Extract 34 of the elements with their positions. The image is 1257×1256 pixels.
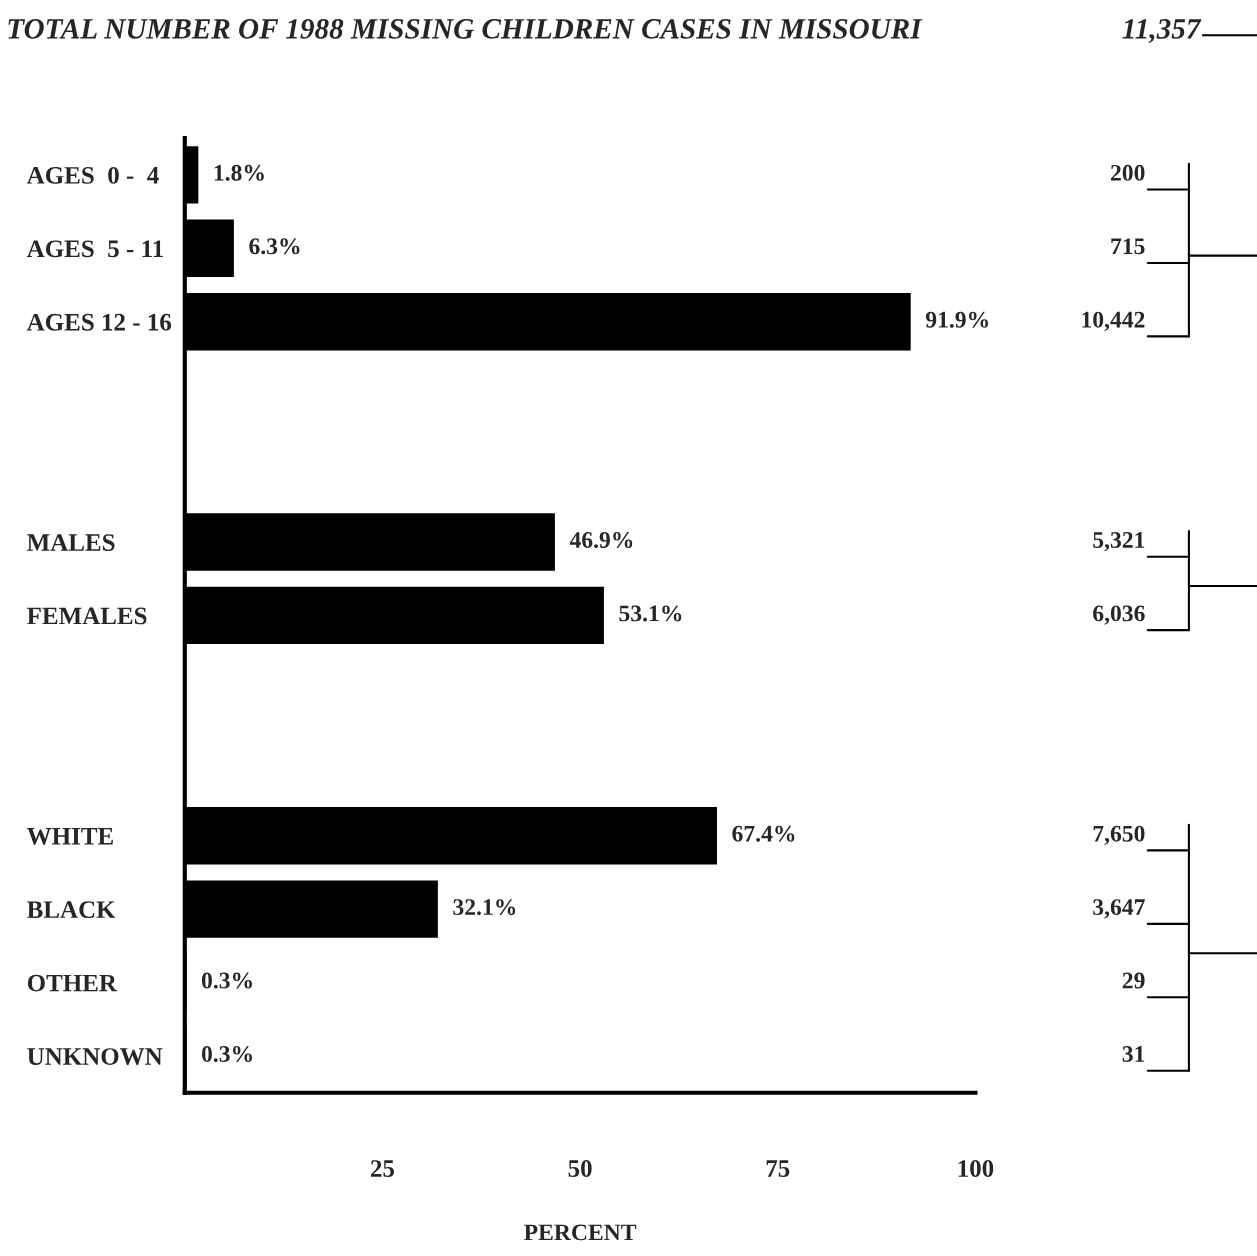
data-label: 46.9% — [569, 531, 633, 549]
data-label: 6.3% — [249, 238, 300, 255]
data-label: 32.1% — [453, 899, 516, 916]
y-tick-label: WHITE — [27, 828, 113, 845]
x-tick-label: 50 — [568, 1160, 592, 1177]
text: 3,647 — [1093, 899, 1145, 919]
data-label: 53.1% — [619, 605, 682, 622]
x-tick-label: 100 — [958, 1160, 994, 1177]
data-label: 0.3% — [201, 972, 252, 989]
y-tick-label: AGES 0 - 4 — [26, 166, 159, 184]
text: 31 — [1122, 1046, 1145, 1062]
text: 715 — [1111, 238, 1145, 255]
text: 29 — [1122, 972, 1145, 989]
y-tick-label: BLACK — [27, 901, 116, 919]
text: 7,650 — [1093, 825, 1145, 846]
y-tick-label: FEMALES — [27, 607, 147, 625]
data-label: 91.9% — [925, 311, 988, 328]
x-tick-label: 75 — [766, 1160, 790, 1177]
text: 11,357 — [1122, 19, 1202, 43]
y-tick-label: MALES — [27, 534, 115, 551]
text: 200 — [1111, 164, 1145, 181]
data-label: 0.3% — [201, 1045, 252, 1063]
data-label: 67.4% — [732, 825, 795, 842]
chart-title: TOTAL NUMBER OF 1988 MISSING CHILDREN CASES IN MISSOURI — [8, 19, 923, 39]
text: 10,442 — [1082, 311, 1145, 332]
text: 5,321 — [1093, 532, 1145, 552]
y-tick-label: UNKNOWN — [27, 1048, 163, 1066]
y-tick-label: OTHER — [27, 974, 118, 992]
x-axis-title: PERCENT — [524, 1224, 637, 1241]
y-tick-label: AGES 12 - 16 — [26, 313, 172, 331]
x-tick-label: 25 — [370, 1160, 395, 1177]
data-label: 1.8% — [214, 164, 264, 181]
y-tick-label: AGES 5 - 11 — [26, 240, 163, 258]
text: 6,036 — [1093, 605, 1145, 625]
